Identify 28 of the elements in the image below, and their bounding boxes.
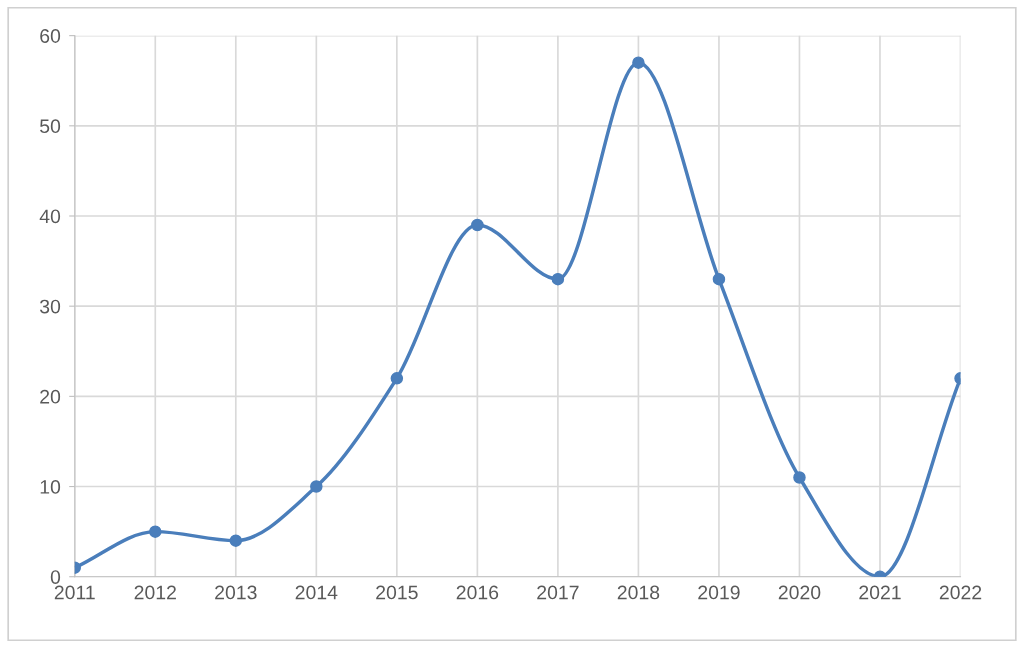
point	[390, 372, 404, 385]
x-tick-label: 2013	[215, 585, 257, 600]
x-tick-label: 2022	[939, 585, 982, 600]
point	[149, 525, 162, 538]
point	[310, 480, 323, 493]
point	[471, 218, 484, 232]
x-tick-label: 2011	[54, 585, 95, 600]
y-tick-label: 40	[39, 209, 61, 224]
y-tick-label: 20	[40, 389, 61, 404]
y-tick-label: 30	[39, 299, 61, 314]
point	[229, 534, 243, 547]
x-tick-label: 2012	[134, 585, 176, 600]
point	[632, 56, 645, 69]
y-tick-label: 10	[40, 480, 61, 494]
x-tick-label: 2016	[456, 585, 499, 600]
y-tick-label: 0	[50, 570, 61, 584]
x-tick-label: 2019	[698, 585, 740, 600]
point	[712, 272, 726, 286]
point	[793, 471, 806, 484]
x-tick-label: 2017	[537, 585, 579, 600]
x-tick-label: 2021	[859, 585, 901, 600]
y-tick-label: 50	[40, 119, 61, 134]
x-tick-label: 2015	[376, 585, 418, 600]
x-tick-label: 2014	[295, 585, 338, 600]
x-tick-label: 2020	[778, 585, 821, 600]
x-tick-label: 2018	[617, 585, 660, 600]
point	[551, 272, 565, 286]
y-tick-label: 60	[40, 29, 61, 43]
